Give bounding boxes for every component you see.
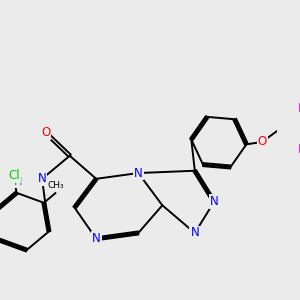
Text: N: N: [210, 195, 218, 208]
Text: Cl: Cl: [9, 169, 20, 182]
Text: CH₃: CH₃: [48, 181, 64, 190]
Text: F: F: [298, 102, 300, 115]
Text: O: O: [257, 135, 267, 148]
Text: N: N: [92, 232, 100, 245]
Text: N: N: [134, 167, 143, 179]
Text: N: N: [190, 226, 199, 239]
Text: F: F: [298, 142, 300, 156]
Text: N: N: [38, 172, 46, 185]
Text: O: O: [41, 126, 50, 139]
Text: H: H: [14, 177, 22, 187]
